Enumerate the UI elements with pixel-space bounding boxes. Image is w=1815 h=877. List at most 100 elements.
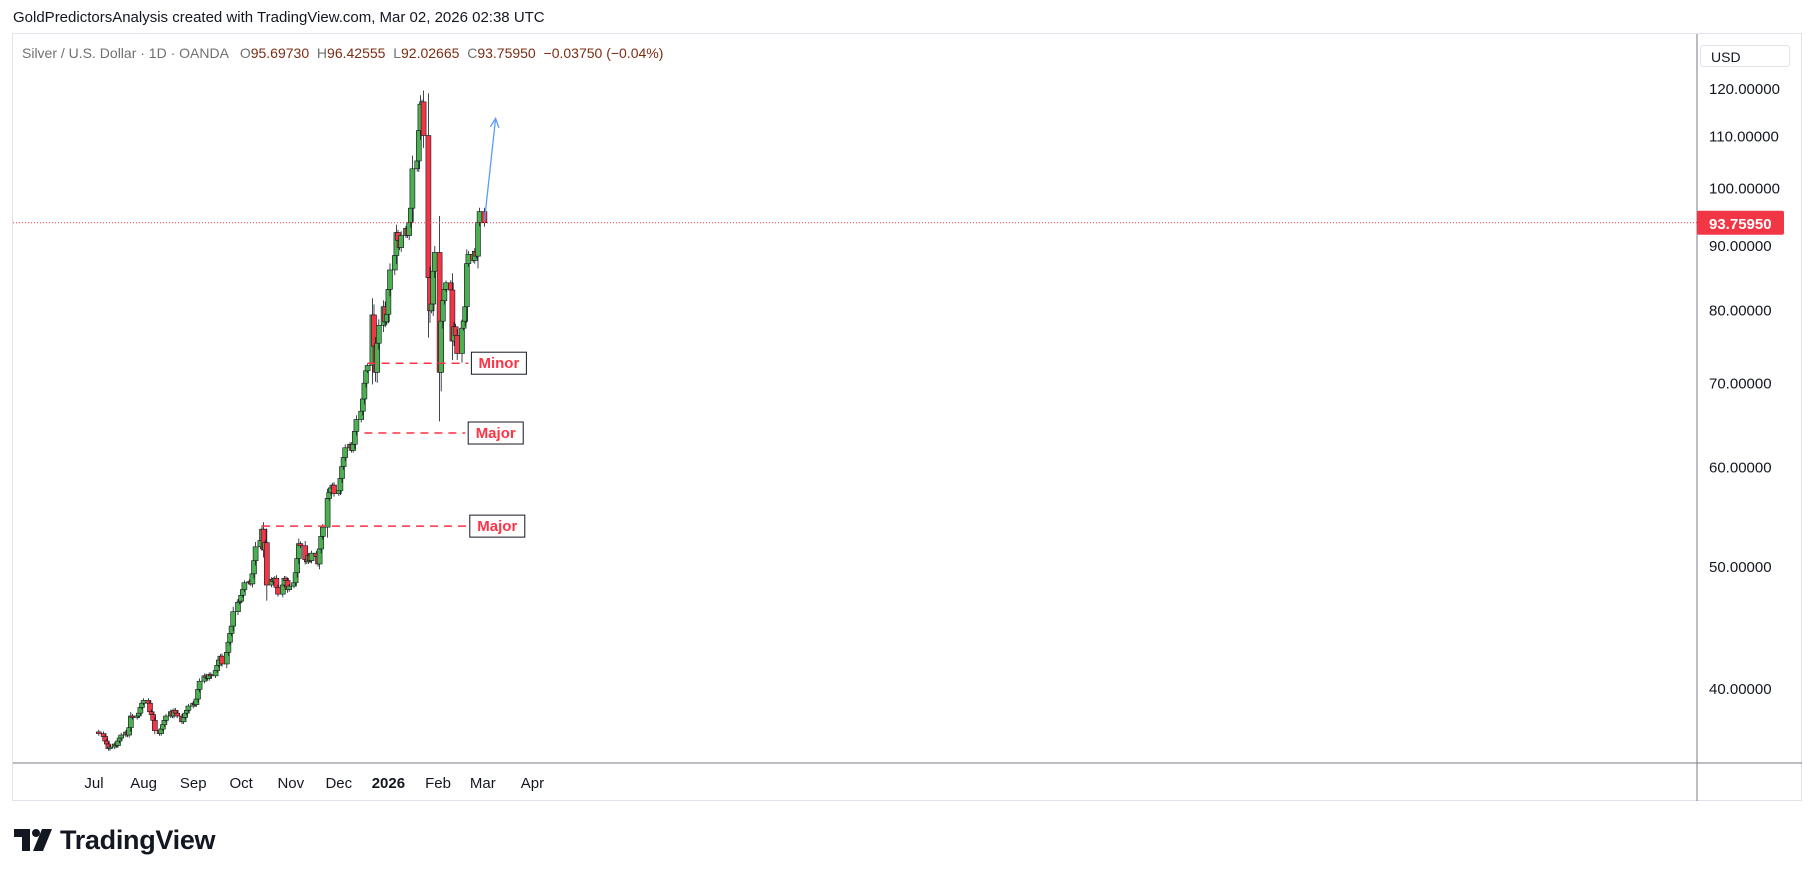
price-tick-label: 120.00000 xyxy=(1709,81,1780,98)
candle-body-down xyxy=(275,586,281,595)
candle xyxy=(387,263,393,297)
candle xyxy=(96,729,102,736)
candle-body-up xyxy=(459,327,465,354)
candle-body-down xyxy=(96,731,102,734)
candle-body-down xyxy=(420,101,427,136)
candle xyxy=(252,542,259,566)
candle-body-down xyxy=(263,542,270,586)
tradingview-logo-text: TradingView xyxy=(60,824,216,855)
time-tick-label: Apr xyxy=(521,775,544,792)
level-label-box xyxy=(467,421,524,445)
tradingview-logo[interactable]: TradingView xyxy=(14,824,216,856)
time-tick-label: Jul xyxy=(84,775,103,792)
last-price-label: 93.75950 xyxy=(1709,216,1772,233)
candle-body-up xyxy=(387,269,393,290)
candle-body-up xyxy=(398,235,405,248)
symbol-legend[interactable]: Silver / U.S. Dollar · 1D · OANDA O95.69… xyxy=(22,45,663,61)
forecast-arrowhead xyxy=(489,116,500,129)
time-tick-label: Sep xyxy=(180,775,207,792)
candle-body-up xyxy=(409,168,416,209)
time-tick-label: Feb xyxy=(425,775,451,792)
price-tick-label: 110.00000 xyxy=(1709,129,1779,146)
candle-body-down xyxy=(425,135,432,278)
candle-body-up xyxy=(324,498,331,528)
candle xyxy=(163,713,169,723)
candle-body-down xyxy=(331,484,337,494)
candle-body-up xyxy=(364,365,371,372)
candle xyxy=(196,678,203,693)
candle-body-down xyxy=(129,715,136,718)
candle xyxy=(241,580,248,592)
drawings-layer: Minor Major Major xyxy=(13,116,1697,538)
symbol-name: Silver / U.S. Dollar · 1D · OANDA xyxy=(22,45,229,61)
currency-selector[interactable]: USD xyxy=(1700,45,1790,67)
price-tick-label: 40.00000 xyxy=(1709,681,1772,698)
candle-body-up xyxy=(375,325,382,344)
candle-body-up xyxy=(196,680,203,690)
level-label-box xyxy=(469,514,526,538)
candle-body-up xyxy=(353,419,360,432)
candle-body-up xyxy=(252,546,259,561)
level-label-major: Major xyxy=(476,425,516,442)
level-label-minor: Minor xyxy=(478,355,519,372)
candle xyxy=(353,415,360,436)
candle-body-up xyxy=(463,263,470,308)
low-label: L xyxy=(393,45,402,61)
chart-frame xyxy=(12,33,1802,801)
candle xyxy=(409,155,416,223)
price-tick-label: 60.00000 xyxy=(1709,460,1772,477)
change-value: −0.03750 (−0.04%) xyxy=(543,45,664,61)
high-label: H xyxy=(316,45,328,61)
low-value: 92.02665 xyxy=(401,45,460,61)
candle xyxy=(174,710,180,719)
close-value: 93.75950 xyxy=(477,45,536,61)
candles-layer xyxy=(96,90,488,751)
candle-body-down xyxy=(174,712,180,717)
price-tick-label: 100.00000 xyxy=(1709,181,1780,198)
time-axis: Jul Aug Sep Oct Nov Dec 2026 Feb Mar Apr xyxy=(84,775,544,792)
close-label: C xyxy=(467,45,478,61)
price-tick-label: 50.00000 xyxy=(1709,559,1772,576)
candle-body-down xyxy=(219,655,225,665)
level-label-major: Major xyxy=(477,518,517,535)
time-tick-label: Aug xyxy=(130,775,157,792)
candle xyxy=(118,732,124,741)
candle-body-up xyxy=(163,715,169,721)
candle-body-up xyxy=(342,447,349,458)
time-tick-label: 2026 xyxy=(372,775,405,792)
candle xyxy=(342,444,349,461)
price-axis: 120.00000 110.00000 100.00000 90.00000 80.00… xyxy=(1697,81,1784,698)
last-price-badge xyxy=(1697,210,1784,235)
candle xyxy=(398,231,405,252)
candle-body-up xyxy=(140,700,147,704)
candle xyxy=(230,606,236,632)
price-tick-label: 80.00000 xyxy=(1709,302,1772,319)
price-tick-label: 90.00000 xyxy=(1709,238,1772,255)
candle-body-up xyxy=(438,320,445,373)
candle-body-up xyxy=(107,746,113,749)
candle xyxy=(263,528,270,601)
candle xyxy=(420,90,427,148)
candle-body-up xyxy=(431,252,438,272)
candle-body-down xyxy=(208,674,214,677)
candle-body-up xyxy=(319,526,326,537)
candle-body-up xyxy=(118,734,124,739)
time-tick-label: Dec xyxy=(325,775,352,792)
candle-body-up xyxy=(476,211,483,223)
level-label-box xyxy=(470,351,527,375)
time-tick-label: Nov xyxy=(277,775,304,792)
candle-body-up xyxy=(230,611,236,627)
candle xyxy=(152,716,158,735)
candle-body-down xyxy=(297,543,304,547)
candle-body-down xyxy=(152,720,158,731)
candle-body-up xyxy=(443,282,449,290)
tradingview-logo-icon xyxy=(14,829,52,851)
candle xyxy=(297,541,304,548)
candle xyxy=(375,319,382,350)
candle xyxy=(286,583,293,592)
time-tick-label: Oct xyxy=(230,775,254,792)
candle xyxy=(331,482,337,497)
candle-body-up xyxy=(475,222,481,257)
open-label: O xyxy=(239,45,251,61)
